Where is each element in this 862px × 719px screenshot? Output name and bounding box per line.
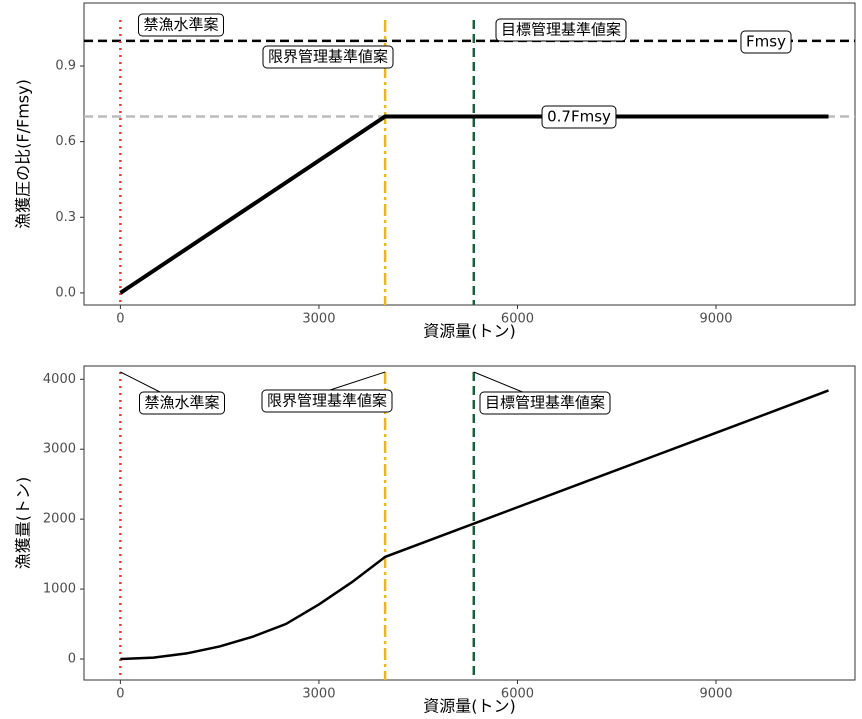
plot-area (83, 2, 856, 306)
annotation: 限界管理基準値案 (267, 392, 387, 410)
label-box (262, 45, 394, 69)
leader-line (326, 371, 386, 392)
label-box (541, 105, 617, 129)
y-tick-label: 0.9 (55, 59, 76, 74)
y-tick-label: 3000 (43, 442, 76, 457)
label-box (261, 389, 393, 413)
plot-area (83, 365, 856, 681)
y-axis-title: 漁獲量(トン) (14, 477, 33, 570)
x-tick-label: 9000 (699, 312, 732, 327)
annotation: 禁漁水準案 (143, 16, 218, 34)
label-box (138, 391, 226, 415)
x-tick-label: 9000 (699, 687, 732, 702)
leader-line (473, 371, 526, 394)
x-tick-label: 0 (116, 687, 124, 702)
y-tick-label: 0.0 (55, 285, 76, 300)
data-line (119, 114, 829, 295)
y-tick-label: 4000 (43, 372, 76, 387)
data-line (120, 389, 829, 661)
annotation: 禁漁水準案 (144, 394, 219, 412)
y-axis-title: 漁獲圧の比(F/Fmsy) (14, 79, 33, 229)
x-axis-title: 資源量(トン) (423, 322, 516, 341)
label-box (137, 13, 225, 37)
y-tick-label: 0 (68, 652, 76, 667)
x-tick-label: 3000 (302, 687, 335, 702)
annotation: 目標管理基準値案 (485, 394, 605, 412)
annotation: 限界管理基準値案 (268, 48, 388, 66)
y-tick-label: 0.3 (55, 210, 76, 225)
x-tick-label: 6000 (501, 687, 534, 702)
label-box (479, 391, 611, 415)
label-box (740, 30, 792, 54)
x-tick-label: 6000 (501, 312, 534, 327)
y-tick-label: 0.6 (55, 134, 76, 149)
y-tick-label: 1000 (43, 582, 76, 597)
label-box (495, 18, 627, 42)
annotation: 目標管理基準値案 (501, 21, 621, 39)
annotation: Fmsy (746, 33, 786, 51)
leader-line (120, 371, 163, 394)
x-tick-label: 3000 (302, 312, 335, 327)
x-axis-title: 資源量(トン) (423, 697, 516, 716)
annotation: 0.7Fmsy (547, 108, 611, 126)
y-tick-label: 2000 (43, 512, 76, 527)
x-tick-label: 0 (116, 312, 124, 327)
